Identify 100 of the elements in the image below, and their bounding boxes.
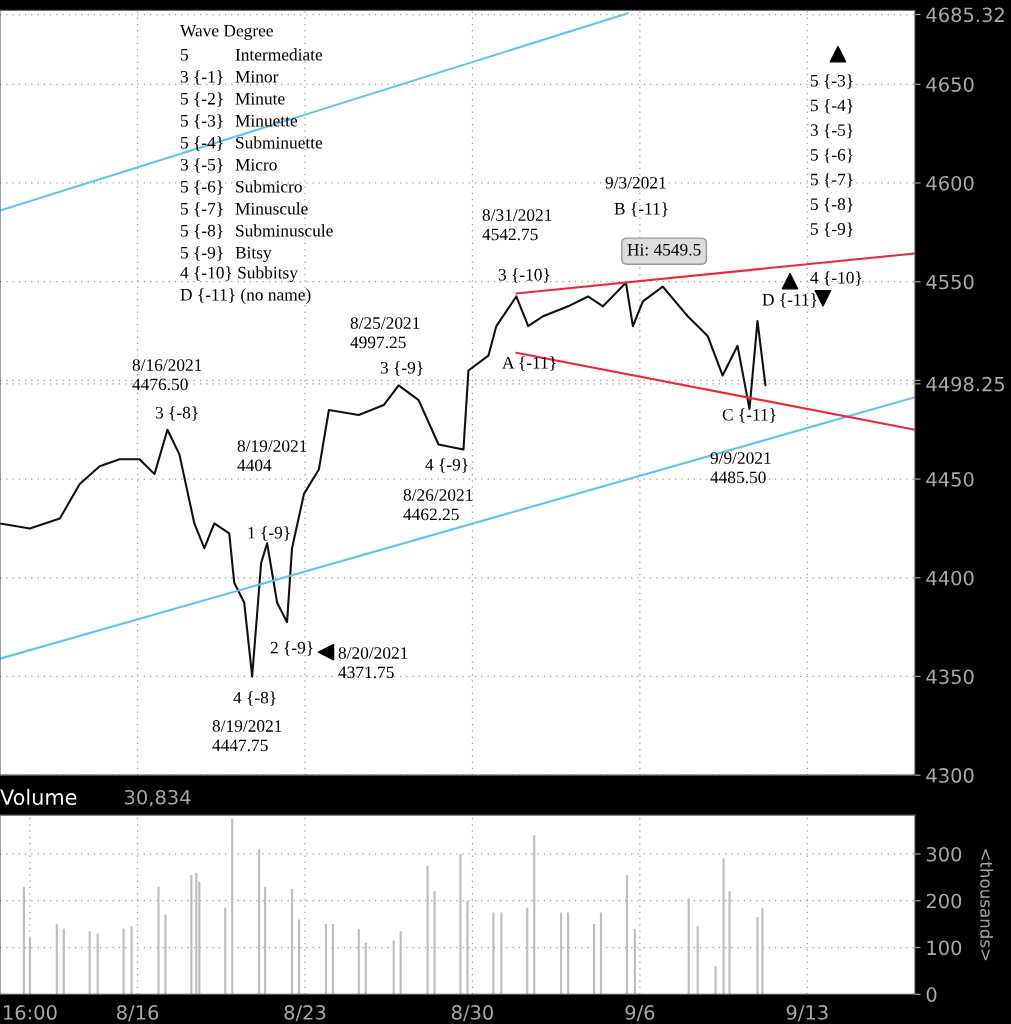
bar: [756, 917, 759, 995]
y-axis-title: <thousands>: [980, 849, 994, 961]
annotation: 5 {-9}: [810, 222, 853, 237]
bar: [130, 926, 133, 995]
bar: [157, 886, 160, 995]
annotation: 9/9/2021 4485.50: [710, 452, 771, 484]
annotation: Bitsy: [235, 246, 272, 263]
y-tick-label: 4650: [926, 77, 974, 92]
annotation: Submicro: [236, 180, 302, 193]
bar: [500, 912, 503, 995]
annotation: 5 {-7}: [181, 202, 223, 217]
bar: [426, 865, 429, 995]
annotation: Wave Degree: [180, 25, 273, 41]
bar: [364, 942, 367, 995]
y-tick-label: 4400: [926, 570, 974, 586]
annotation: 5 {-4}: [810, 99, 853, 114]
annotation: Subminuette: [236, 136, 323, 149]
annotation: Hi: 4549.5: [627, 243, 701, 256]
bar: [687, 898, 690, 995]
annotation: 1 {-9}: [248, 526, 290, 541]
annotation: 2 {-9}: [270, 641, 313, 656]
annotation: 8/19/2021 4404: [237, 440, 307, 472]
bar: [625, 874, 628, 995]
y-tick-label: 4450: [926, 472, 974, 487]
y-tick-label: 300: [926, 846, 962, 862]
annotation: 8/19/2021 4447.75: [212, 720, 282, 752]
bar: [264, 886, 267, 995]
annotation: 3 {-9}: [380, 361, 423, 376]
annotation: 3 {-5}: [810, 123, 853, 139]
bar: [297, 919, 301, 995]
x-tick-label: 9/13: [786, 1005, 828, 1022]
bar: [55, 924, 58, 995]
bar: [560, 912, 563, 995]
bar: [331, 924, 334, 995]
bar: [324, 924, 327, 995]
bar: [231, 818, 234, 995]
bar: [357, 928, 360, 995]
annotation: 5 {-2}: [181, 92, 223, 107]
bar: [492, 912, 495, 995]
text: 30,834: [125, 789, 191, 807]
bar: [88, 931, 91, 995]
x-tick-label: 8/30: [451, 1005, 493, 1022]
bar: [633, 928, 636, 995]
chart-title: Volume: [0, 788, 77, 806]
y-tick-label: 4350: [926, 669, 974, 685]
y-tick-label: 200: [926, 893, 962, 909]
bar: [195, 872, 198, 995]
x-tick-label: 8/23: [284, 1005, 326, 1022]
y-tick-label: 0: [926, 987, 937, 1002]
annotation: Micro: [235, 158, 277, 171]
annotation: 5: [181, 49, 188, 61]
annotation: Minute: [235, 92, 285, 105]
annotation: 8/25/2021 4997.25: [350, 317, 420, 349]
annotation: 3 {-8}: [155, 406, 198, 421]
bar: [599, 912, 603, 995]
annotation: 8/26/2021 4462.25: [403, 489, 473, 521]
annotation: 5 {-8}: [810, 197, 853, 213]
annotation: 3 {-1}: [180, 70, 223, 85]
annotation: Subminuscule: [236, 224, 333, 237]
y-tick-label: 100: [927, 940, 962, 956]
bar: [164, 914, 167, 995]
annotation: 5 {-6}: [810, 148, 853, 163]
bar: [28, 938, 31, 995]
bar: [22, 886, 25, 995]
bar: [567, 912, 570, 995]
annotation: 5 {-9}: [181, 246, 223, 261]
bar: [459, 853, 462, 995]
bar: [433, 891, 436, 995]
annotation: D {-11} (no name): [180, 288, 311, 305]
y-tick-label: 4498.25: [926, 376, 1005, 392]
annotation: 5 {-3}: [181, 114, 223, 129]
bar: [258, 849, 261, 995]
annotation: 3 {-5}: [180, 158, 223, 173]
annotation: 5 {-8}: [181, 224, 223, 239]
annotation: 4 {-9}: [425, 458, 468, 473]
bar: [533, 835, 536, 995]
x-tick-label: 16:00: [4, 1005, 57, 1020]
annotation: 4 {-8}: [233, 691, 276, 706]
bar: [592, 924, 596, 995]
bar: [122, 928, 125, 995]
annotation: 4 {-10}: [810, 271, 862, 286]
x-tick-label: 8/16: [117, 1005, 159, 1022]
bar: [190, 874, 193, 995]
bar: [722, 858, 725, 995]
annotation: 8/31/2021 4542.75: [482, 209, 552, 241]
y-tick-label: 4685.32: [926, 7, 1004, 23]
bar: [290, 889, 294, 995]
bar: [526, 907, 529, 995]
annotation: 8/16/2021 4476.50: [132, 359, 202, 391]
bar: [392, 940, 395, 995]
bar: [466, 900, 469, 995]
annotation: Minuscule: [235, 202, 308, 215]
annotation: Minor: [235, 70, 279, 83]
bar: [399, 931, 402, 995]
annotation: 5 {-7}: [810, 173, 853, 188]
y-tick-label: 4550: [926, 274, 974, 290]
annotation: 5 {-6}: [181, 180, 223, 195]
annotation: B {-11}: [614, 202, 668, 217]
bar: [62, 928, 65, 995]
y-tick-label: 4300: [926, 768, 974, 783]
